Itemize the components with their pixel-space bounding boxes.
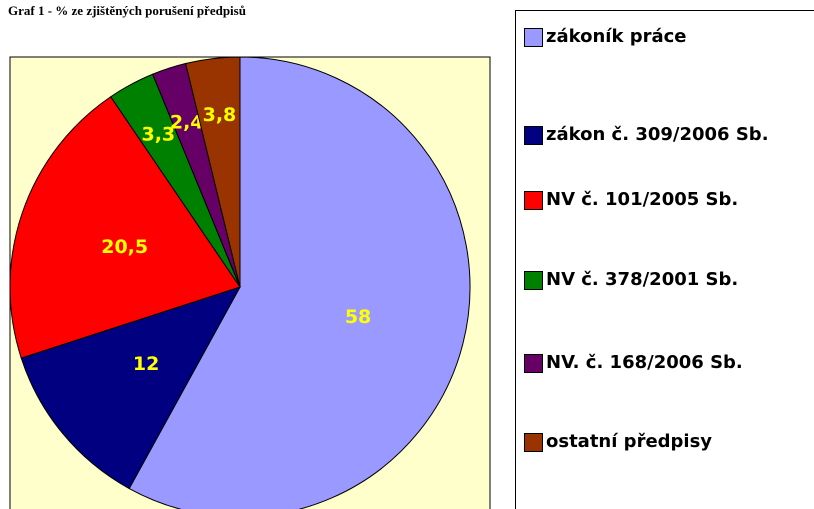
- legend-label: ostatní předpisy: [546, 431, 713, 452]
- legend-label: NV. č. 168/2006 Sb.: [546, 352, 743, 373]
- pie-slice: [20, 286, 242, 490]
- legend-swatch: [524, 191, 543, 210]
- legend-label: zákon č. 309/2006 Sb.: [546, 124, 769, 145]
- legend-label: NV č. 101/2005 Sb.: [546, 189, 739, 210]
- legend-label: zákoník práce: [546, 26, 687, 47]
- legend-swatch: [524, 28, 543, 47]
- data-label: 12: [133, 353, 159, 375]
- pie-slice: [185, 56, 241, 288]
- legend-swatch: [524, 126, 543, 145]
- legend-item: zákoník práce: [524, 25, 686, 49]
- legend-item: NV č. 378/2001 Sb.: [524, 268, 738, 292]
- legend-swatch: [524, 433, 543, 452]
- legend: zákoník práce zákon č. 309/2006 Sb. NV č. …: [515, 10, 814, 509]
- legend-swatch: [524, 354, 543, 373]
- legend-item: NV. č. 168/2006 Sb.: [524, 351, 743, 375]
- legend-label: NV č. 378/2001 Sb.: [546, 269, 739, 290]
- data-label: 3,3: [141, 124, 175, 146]
- legend-swatch: [524, 271, 543, 290]
- legend-item: ostatní předpisy: [524, 430, 712, 454]
- pie-slice: [9, 96, 241, 359]
- legend-item: NV č. 101/2005 Sb.: [524, 188, 738, 212]
- data-label: 58: [345, 306, 371, 328]
- data-label: 2,4: [170, 111, 204, 133]
- chart-title: Graf 1 - % ze zjištěných porušení předpi…: [8, 3, 246, 18]
- data-label: 20,5: [101, 236, 148, 258]
- legend-item: zákon č. 309/2006 Sb.: [524, 123, 781, 147]
- data-label: 3,8: [203, 104, 237, 126]
- pie-slice: [128, 56, 471, 509]
- pie: 58 12 20,5 3,32,4 3,8: [9, 56, 471, 509]
